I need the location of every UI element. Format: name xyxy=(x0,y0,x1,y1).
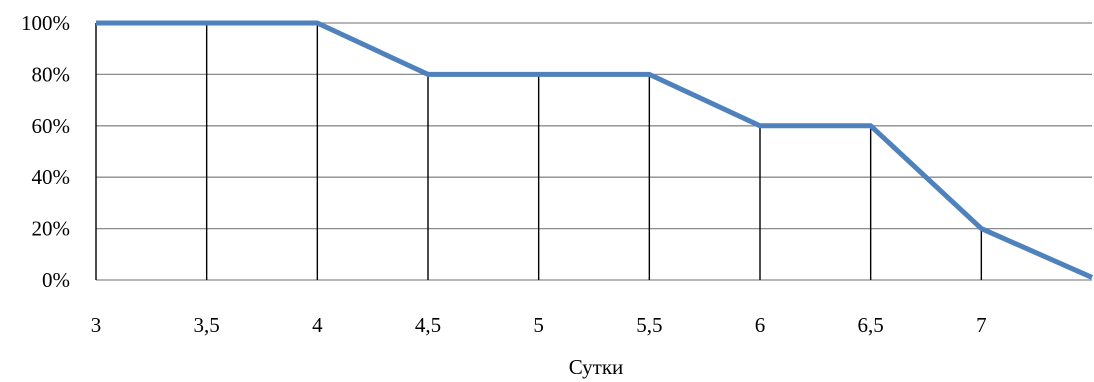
x-axis-title: Сутки xyxy=(569,355,624,379)
y-tick-label: 100% xyxy=(21,11,70,35)
y-tick-label: 60% xyxy=(32,114,71,138)
y-tick-label: 80% xyxy=(32,62,71,86)
x-tick-label: 4 xyxy=(312,313,323,337)
gridlines xyxy=(96,23,1092,280)
series-line xyxy=(96,23,1092,277)
x-tick-label: 6,5 xyxy=(858,313,884,337)
series-lines xyxy=(96,23,1092,277)
x-tick-label: 7 xyxy=(976,313,987,337)
y-tick-label: 40% xyxy=(32,165,71,189)
x-tick-label: 3,5 xyxy=(194,313,220,337)
x-tick-label: 5 xyxy=(533,313,544,337)
x-tick-label: 3 xyxy=(91,313,102,337)
x-tick-label: 4,5 xyxy=(415,313,441,337)
x-tick-label: 5,5 xyxy=(636,313,662,337)
y-tick-label: 20% xyxy=(32,217,71,241)
y-axis-tick-labels: 0% 20% 40% 60% 80% 100% xyxy=(21,11,70,292)
x-tick-label: 6 xyxy=(755,313,766,337)
x-axis-tick-labels: 3 3,5 4 4,5 5 5,5 6 6,5 7 xyxy=(91,313,987,337)
y-tick-label: 0% xyxy=(42,268,70,292)
drop-lines xyxy=(96,23,981,280)
